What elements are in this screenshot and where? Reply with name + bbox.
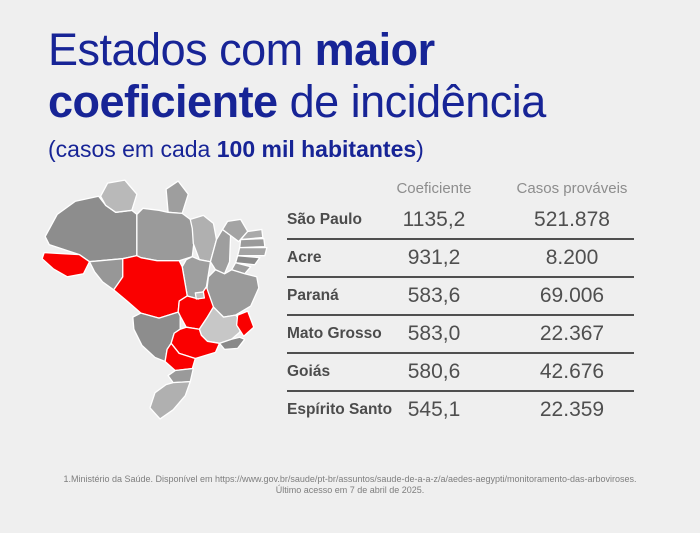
state-para: [136, 207, 196, 262]
table-row: São Paulo 1135,2 521.878: [287, 202, 634, 240]
subtitle-regular-2: ): [416, 136, 424, 162]
state-name: Paraná: [287, 287, 339, 304]
state-distrito-federal: [194, 291, 206, 300]
state-pernambuco: [236, 246, 268, 257]
incidence-table: Coeficiente Casos prováveis São Paulo 11…: [287, 174, 634, 428]
state-name: Acre: [287, 249, 322, 266]
coefficient-value: 1135,2: [402, 208, 466, 231]
title-bold-1: maior: [314, 24, 436, 75]
source-footnote: 1.Ministério da Saúde. Disponível em htt…: [0, 474, 700, 496]
coefficient-value: 583,6: [407, 284, 461, 307]
state-acre: [41, 251, 91, 278]
header-coefficient: Coeficiente: [396, 179, 472, 197]
table-row: Espírito Santo 545,1 22.359: [287, 392, 634, 428]
subtitle-regular-1: (casos em cada: [48, 136, 217, 162]
cases-value: 22.367: [539, 322, 605, 345]
title-bold-2: coeficiente: [48, 76, 278, 127]
state-name: Goiás: [287, 363, 331, 380]
state-rio-de-janeiro: [218, 336, 246, 351]
table-row: Mato Grosso 583,0 22.367: [287, 316, 634, 354]
coefficient-value: 583,0: [407, 322, 461, 345]
state-paraiba: [238, 237, 266, 249]
state-espirito-santo: [235, 310, 255, 337]
title-regular-2: de incidência: [277, 76, 547, 127]
state-sao-paulo: [170, 326, 221, 360]
state-rio-grande-do-norte: [240, 228, 264, 241]
cases-value: 521.878: [534, 208, 610, 231]
state-rio-grande-do-sul: [149, 380, 191, 420]
state-mato-grosso: [113, 255, 188, 319]
cases-value: 22.359: [539, 398, 605, 421]
brazil-states-map: [41, 179, 268, 420]
cases-value: 69.006: [539, 284, 605, 307]
table-row: Acre 931,2 8.200: [287, 240, 634, 278]
coefficient-value: 931,2: [407, 246, 461, 269]
table-header-row: Coeficiente Casos prováveis: [287, 174, 634, 202]
table-row: Paraná 583,6 69.006: [287, 278, 634, 316]
state-name: Mato Grosso: [287, 325, 382, 342]
footnote-line-2: Último acesso em 7 de abril de 2025.: [275, 485, 425, 495]
state-name: Espírito Santo: [287, 401, 393, 418]
coefficient-value: 545,1: [407, 398, 461, 421]
coefficient-value: 580,6: [407, 360, 461, 383]
state-alagoas: [234, 255, 261, 266]
title-regular-1: Estados com: [48, 24, 315, 75]
state-roraima: [99, 179, 138, 213]
table-row: Goiás 580,6 42.676: [287, 354, 634, 392]
state-name: São Paulo: [287, 211, 362, 228]
page-title: Estados com maior coeficiente de incidênc…: [48, 24, 546, 128]
subtitle-bold: 100 mil habitantes: [216, 136, 417, 162]
cases-value: 42.676: [539, 360, 605, 383]
state-santa-catarina: [167, 367, 194, 384]
footnote-line-1: 1.Ministério da Saúde. Disponível em htt…: [63, 474, 637, 484]
state-amapa: [165, 180, 189, 214]
cases-value: 8.200: [545, 246, 599, 269]
header-cases: Casos prováveis: [516, 179, 628, 197]
subtitle: (casos em cada 100 mil habitantes): [48, 136, 424, 162]
